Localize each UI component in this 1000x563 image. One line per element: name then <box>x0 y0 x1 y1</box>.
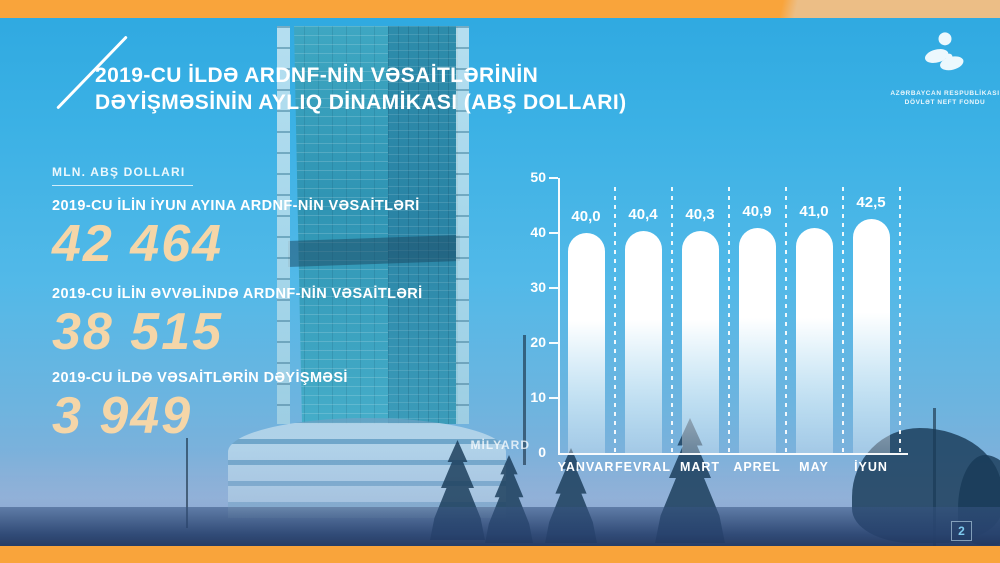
x-axis-line <box>558 453 908 455</box>
x-axis-label: İYUN <box>854 460 888 474</box>
y-tick-mark <box>549 287 558 289</box>
y-tick-mark <box>549 177 558 179</box>
x-axis-label: FEVRAL <box>615 460 671 474</box>
stat-june-funds: 2019-CU İLİN İYUN AYINA ARDNF-NİN VƏSAİT… <box>52 198 420 270</box>
y-tick-label: 20 <box>530 334 546 350</box>
sofaz-logo: AZƏRBAYCAN RESPUBLİKASI DÖVLƏT NEFT FOND… <box>870 30 1000 107</box>
bar-value-label: 42,5 <box>856 194 886 212</box>
top-orange-band <box>0 0 1000 18</box>
stat-value: 42 464 <box>52 215 224 273</box>
grid-separator <box>785 187 787 453</box>
bar-value-label: 41,0 <box>799 202 829 220</box>
tower-photo-right-face <box>388 26 458 424</box>
y-tick-label: 10 <box>530 389 546 405</box>
y-tick-mark <box>549 342 558 344</box>
bottom-orange-band <box>0 546 1000 563</box>
bar-value-label: 40,4 <box>628 205 658 223</box>
oil-fund-logo-icon <box>924 32 964 71</box>
page-number: 2 <box>951 521 972 541</box>
stats-unit-label: MLN. ABŞ DOLLARI <box>52 165 194 186</box>
y-tick-label: 50 <box>530 169 546 185</box>
y-tick-label: 30 <box>530 279 546 295</box>
bar-value-label: 40,3 <box>685 206 715 224</box>
x-axis-label: YANVAR <box>557 460 615 474</box>
photo-city-strip <box>0 507 1000 546</box>
grid-separator <box>614 187 616 453</box>
logo-org-line1: AZƏRBAYCAN RESPUBLİKASI <box>890 90 1000 97</box>
y-tick-label: 0 <box>538 444 546 460</box>
page-title-line1: 2019-CU İLDƏ ARDNF-NİN VƏSAİTLƏRİNİN <box>95 64 539 87</box>
grid-separator <box>842 187 844 453</box>
bar <box>852 219 890 453</box>
grid-separator <box>671 187 673 453</box>
x-axis-label: APREL <box>733 460 781 474</box>
bar <box>624 230 662 453</box>
y-tick-mark <box>549 397 558 399</box>
x-axis-label: MART <box>679 460 721 474</box>
page-title-line2: DƏYİŞMƏSİNİN AYLIQ DİNAMİKASI (ABŞ DOLLA… <box>95 91 627 114</box>
stat-value: 38 515 <box>52 303 224 361</box>
tower-photo-rail <box>277 26 290 424</box>
y-axis-line <box>558 178 560 453</box>
stat-start-of-year-funds: 2019-CU İLİN ƏVVƏLİNDƏ ARDNF-NİN VƏSAİTL… <box>52 286 423 358</box>
page-title: 2019-CU İLDƏ ARDNF-NİN VƏSAİTLƏRİNİN DƏY… <box>95 62 695 116</box>
chart-unit-label: MİLYARD <box>470 438 530 452</box>
y-tick-label: 40 <box>530 224 546 240</box>
stat-value: 3 949 <box>52 387 193 445</box>
lamp-post <box>186 438 188 528</box>
bar <box>567 233 605 453</box>
grid-separator <box>899 187 901 453</box>
bar-chart: MİLYARD 0 10 20 30 40 50 40,0 YANVAR 40,4 FEVRAL 4… <box>471 165 938 485</box>
lamp-post <box>523 335 526 465</box>
logo-org-line2: DÖVLƏT NEFT FONDU <box>904 99 986 106</box>
bar <box>738 228 776 453</box>
stat-label: 2019-CU İLİN ƏVVƏLİNDƏ ARDNF-NİN VƏSAİTL… <box>52 286 423 302</box>
grid-separator <box>728 187 730 453</box>
tower-photo-left-face <box>294 26 390 424</box>
bar <box>681 231 719 453</box>
bar-value-label: 40,0 <box>571 208 601 225</box>
stat-label: 2019-CU İLDƏ VƏSAİTLƏRİN DƏYİŞMƏSİ <box>52 370 348 386</box>
bar <box>795 227 833 453</box>
bar-value-label: 40,9 <box>742 203 772 221</box>
y-tick-mark <box>549 232 558 234</box>
tower-photo-rail <box>456 26 469 424</box>
stat-label: 2019-CU İLİN İYUN AYINA ARDNF-NİN VƏSAİT… <box>52 198 420 214</box>
x-axis-label: MAY <box>799 460 829 474</box>
stat-change-in-funds: 2019-CU İLDƏ VƏSAİTLƏRİN DƏYİŞMƏSİ 3 949 <box>52 370 348 442</box>
